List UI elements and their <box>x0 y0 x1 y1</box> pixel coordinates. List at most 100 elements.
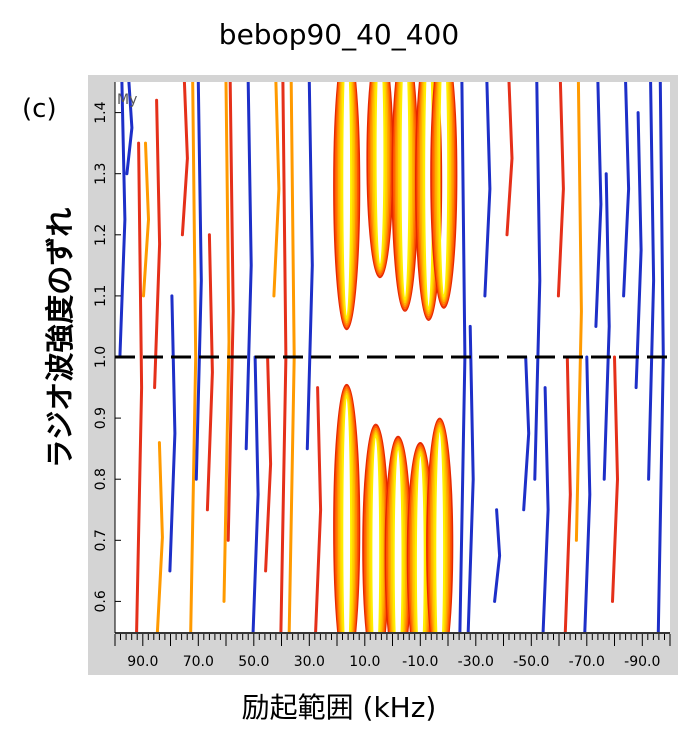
contour-line-9-0 <box>426 417 454 632</box>
stripe-blue-26 <box>522 355 531 512</box>
contour-line-5-5 <box>337 389 357 632</box>
contour-line-0-4 <box>336 82 357 326</box>
stripe-blue-1 <box>125 82 134 176</box>
contour-line-7-8 <box>391 444 406 632</box>
contour-line-5-9 <box>340 393 353 632</box>
stripes-layer <box>118 82 665 632</box>
contour-lobe-4 <box>430 82 458 309</box>
contour-line-2-7 <box>397 82 413 305</box>
contour-line-1-8 <box>372 82 388 270</box>
contour-line-9-11 <box>435 429 445 632</box>
contour-line-0-0 <box>333 82 361 331</box>
contour-line-4-8 <box>436 82 451 300</box>
contour-line-8-10 <box>414 452 426 632</box>
chart-title: bebop90_40_400 <box>218 18 460 51</box>
stripe-blue-28 <box>541 386 550 632</box>
contour-line-7-11 <box>393 447 403 632</box>
contour-line-6-6 <box>367 430 385 632</box>
y-tick-label: 1.4 <box>93 101 109 123</box>
contour-line-9-2 <box>427 419 452 632</box>
stripe-blue-27 <box>533 82 542 481</box>
contour-line-4-11 <box>439 82 449 297</box>
stripe-blue-33 <box>594 82 603 328</box>
stripe-blue-38 <box>647 82 656 481</box>
contour-line-7-6 <box>389 442 407 632</box>
stripe-blue-0 <box>118 82 127 359</box>
contour-line-4-5 <box>434 82 454 304</box>
stripe-blue-36 <box>622 82 631 298</box>
contour-line-6-9 <box>369 433 382 632</box>
contour-line-1-5 <box>370 82 390 273</box>
contour-line-0-7 <box>338 82 355 323</box>
contour-lobe-0 <box>333 82 361 331</box>
stripe-red-35 <box>611 355 620 603</box>
stripe-blue-32 <box>583 355 592 632</box>
contour-line-1-9 <box>373 82 387 269</box>
x-tick-label: -30.0 <box>458 654 494 670</box>
contour-line-9-6 <box>431 424 449 632</box>
x-tick-label: -70.0 <box>569 654 605 670</box>
contour-line-5-1 <box>333 385 360 632</box>
stripe-blue-22 <box>466 324 475 632</box>
stripe-red-25 <box>505 82 514 237</box>
stripe-blue-9 <box>194 82 203 481</box>
contour-line-5-0 <box>333 383 361 632</box>
stripe-orange-3 <box>142 141 151 298</box>
y-tick-label: 1.3 <box>93 163 109 185</box>
contour-line-2-10 <box>399 82 411 301</box>
contour-line-2-6 <box>396 82 414 306</box>
contour-line-1-6 <box>371 82 389 272</box>
stripe-orange-5 <box>155 441 164 632</box>
stripe-blue-14 <box>251 355 260 632</box>
contour-lobe-5 <box>333 383 361 632</box>
contour-line-9-7 <box>431 425 448 632</box>
panel-label: (c) <box>22 94 57 124</box>
stripe-orange-31 <box>574 82 583 542</box>
x-tick-label: -10.0 <box>402 654 438 670</box>
contour-layer <box>333 82 458 632</box>
contour-line-0-8 <box>339 82 354 322</box>
x-axis-label: 励起範囲 (kHz) <box>241 691 437 724</box>
contour-line-7-9 <box>391 445 405 632</box>
contour-line-1-10 <box>374 82 386 268</box>
stripe-blue-24 <box>493 508 502 603</box>
contour-line-5-8 <box>339 392 354 632</box>
stripe-blue-23 <box>483 82 492 298</box>
stripe-blue-13 <box>244 82 253 451</box>
contour-line-9-10 <box>434 428 446 632</box>
contour-line-6-11 <box>371 435 381 632</box>
contour-line-8-11 <box>415 454 425 632</box>
contour-line-2-5 <box>395 82 415 307</box>
contour-line-4-2 <box>431 82 456 307</box>
x-minor-ticks <box>114 634 671 646</box>
stripe-red-29 <box>556 82 565 298</box>
contour-line-4-9 <box>437 82 450 299</box>
stripe-blue-6 <box>168 294 177 573</box>
contour-line-5-11 <box>342 395 352 632</box>
contour-line-3-1 <box>415 82 442 320</box>
x-tick-label: -50.0 <box>513 654 549 670</box>
contour-line-6-8 <box>368 432 383 632</box>
x-tick-label: 50.0 <box>238 654 269 670</box>
contour-line-4-6 <box>435 82 453 303</box>
stripe-red-20 <box>314 386 323 632</box>
contour-line-1-3 <box>368 82 392 275</box>
contour-line-4-1 <box>431 82 457 308</box>
contour-line-2-9 <box>398 82 412 302</box>
stripe-red-4 <box>153 98 162 390</box>
contour-line-5-2 <box>334 386 359 632</box>
contour-line-3-0 <box>415 82 443 321</box>
contour-line-9-9 <box>433 427 446 632</box>
y-tick-label: 1.2 <box>93 224 109 246</box>
contour-line-9-1 <box>426 418 453 632</box>
contour-line-0-3 <box>335 82 358 327</box>
plot-tag: My <box>117 92 137 108</box>
contour-lobe-1 <box>366 82 394 279</box>
stripe-red-15 <box>264 355 273 573</box>
contour-line-4-7 <box>435 82 452 301</box>
contour-line-0-5 <box>337 82 357 325</box>
contour-line-5-3 <box>335 387 358 632</box>
x-tick-label: 10.0 <box>349 654 380 670</box>
y-tick-label: 0.9 <box>93 407 109 429</box>
